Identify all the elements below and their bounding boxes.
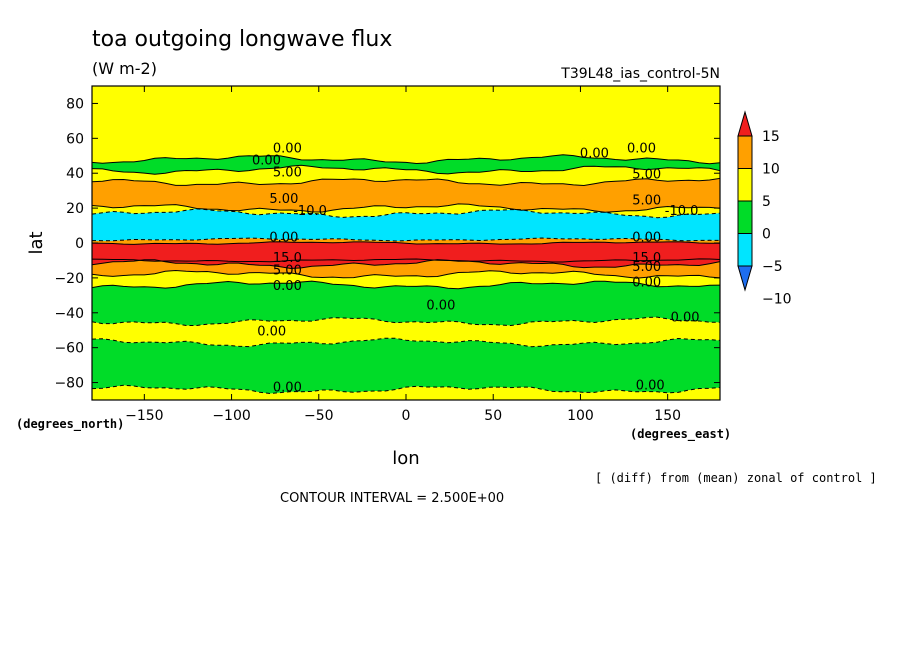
contour-line (91, 269, 721, 279)
contour-band (92, 178, 720, 213)
contour-band (92, 203, 720, 218)
contour-label: 0.00 (627, 141, 656, 156)
contour-label: 0.00 (252, 154, 281, 169)
colorbar-segment (737, 233, 753, 267)
contour-label: 15.0 (273, 251, 302, 266)
contour-label: 5.00 (632, 194, 661, 209)
colorbar-segment (737, 110, 753, 137)
contour-lines-layer (91, 154, 721, 395)
y-tick-label: −40 (54, 306, 84, 322)
contour-line (91, 258, 721, 263)
colorbar-segment (737, 168, 753, 202)
x-tick-label: 100 (567, 408, 594, 424)
contour-band (92, 338, 720, 394)
contour-line (91, 280, 721, 290)
y-tick-label: 60 (66, 131, 84, 147)
x-tick-label: 150 (654, 408, 681, 424)
contour-label: 5.00 (632, 260, 661, 275)
colorbar-label: 5 (762, 194, 771, 210)
contour-band (92, 165, 720, 186)
contour-label: 0.00 (257, 324, 286, 339)
contour-band (92, 154, 720, 175)
colorbar-label: −5 (762, 259, 783, 275)
contour-label: -10.0 (665, 204, 699, 219)
contour-line (91, 316, 720, 327)
x-tick-label: −150 (125, 408, 163, 424)
chart-title: toa outgoing longwave flux (92, 27, 392, 52)
contour-band (92, 281, 720, 326)
colorbar-label: −10 (762, 292, 792, 308)
x-tick-label: −100 (212, 408, 250, 424)
y-tick-label: 80 (66, 96, 84, 112)
experiment-label: T39L48_ias_control-5N (560, 66, 720, 82)
chart-subtitle: (W m-2) (92, 59, 157, 78)
contour-label: 0.00 (426, 298, 455, 313)
contour-label: -10.0 (293, 204, 327, 219)
contour-line (91, 177, 721, 187)
contour-label: 5.00 (273, 166, 302, 181)
y-tick-label: −60 (54, 341, 84, 357)
contour-label: 0.00 (671, 311, 700, 326)
contour-label: 5.00 (273, 263, 302, 278)
colorbar: 15 10 5 0 −5 −10 (737, 110, 792, 308)
x-axis-ticks: −150 −100 −50 0 50 100 150 (125, 86, 681, 424)
contour-label: 0.00 (273, 141, 302, 156)
x-axis-label: lon (392, 448, 419, 469)
colorbar-segment (737, 135, 753, 169)
diff-note: [ (diff) from (mean) zonal of control ] (595, 471, 877, 485)
y-axis-label: lat (26, 231, 47, 254)
contour-label: 0.00 (273, 380, 302, 395)
contour-line (91, 164, 721, 175)
contour-band (92, 270, 720, 289)
contour-band (92, 259, 720, 279)
x-tick-label: −50 (304, 408, 334, 424)
contour-label: 0.00 (580, 147, 609, 162)
contour-labels-layer: 0.000.00 0.00 0.005.00 5.005.00 5.00-10.0 -10… (252, 141, 700, 395)
contour-band (92, 208, 720, 241)
colorbar-label: 0 (762, 227, 771, 243)
contour-label: 0.00 (632, 230, 661, 245)
colorbar-segment (737, 265, 753, 292)
contour-band (92, 385, 720, 400)
contour-label: 5.00 (632, 167, 661, 182)
colorbar-label: 15 (762, 129, 780, 145)
contour-band (92, 86, 720, 164)
contour-line (91, 154, 721, 165)
y-tick-label: −20 (54, 271, 84, 287)
y-tick-label: −80 (54, 376, 84, 392)
y-axis-ticks: 80 60 40 20 0 −20 −40 −60 −80 (54, 96, 720, 392)
contour-band (92, 241, 720, 262)
contour-line (91, 259, 721, 270)
y-tick-label: 40 (66, 166, 84, 182)
contour-band (92, 317, 720, 347)
contour-interval-text: CONTOUR INTERVAL = 2.500E+00 (280, 491, 504, 506)
contour-label: 15.0 (632, 251, 661, 266)
contour-label: 0.00 (632, 276, 661, 291)
x-tick-label: 50 (484, 408, 502, 424)
contour-label: 5.00 (269, 192, 298, 207)
y-tick-label: 0 (75, 236, 84, 252)
colorbar-segment (737, 200, 753, 234)
contour-label: 0.00 (269, 230, 298, 245)
contour-line (91, 337, 721, 348)
y-unit-label: (degrees_north) (16, 417, 124, 432)
x-unit-label: (degrees_east) (630, 427, 731, 442)
plot-fill-layer (92, 86, 720, 400)
contour-label: 0.00 (636, 379, 665, 394)
y-tick-label: 20 (66, 201, 84, 217)
contour-line (91, 384, 721, 395)
contour-line (91, 203, 721, 213)
contour-line (91, 241, 720, 245)
x-tick-label: 0 (402, 408, 411, 424)
contour-label: 0.00 (273, 279, 302, 294)
colorbar-label: 10 (762, 162, 780, 178)
